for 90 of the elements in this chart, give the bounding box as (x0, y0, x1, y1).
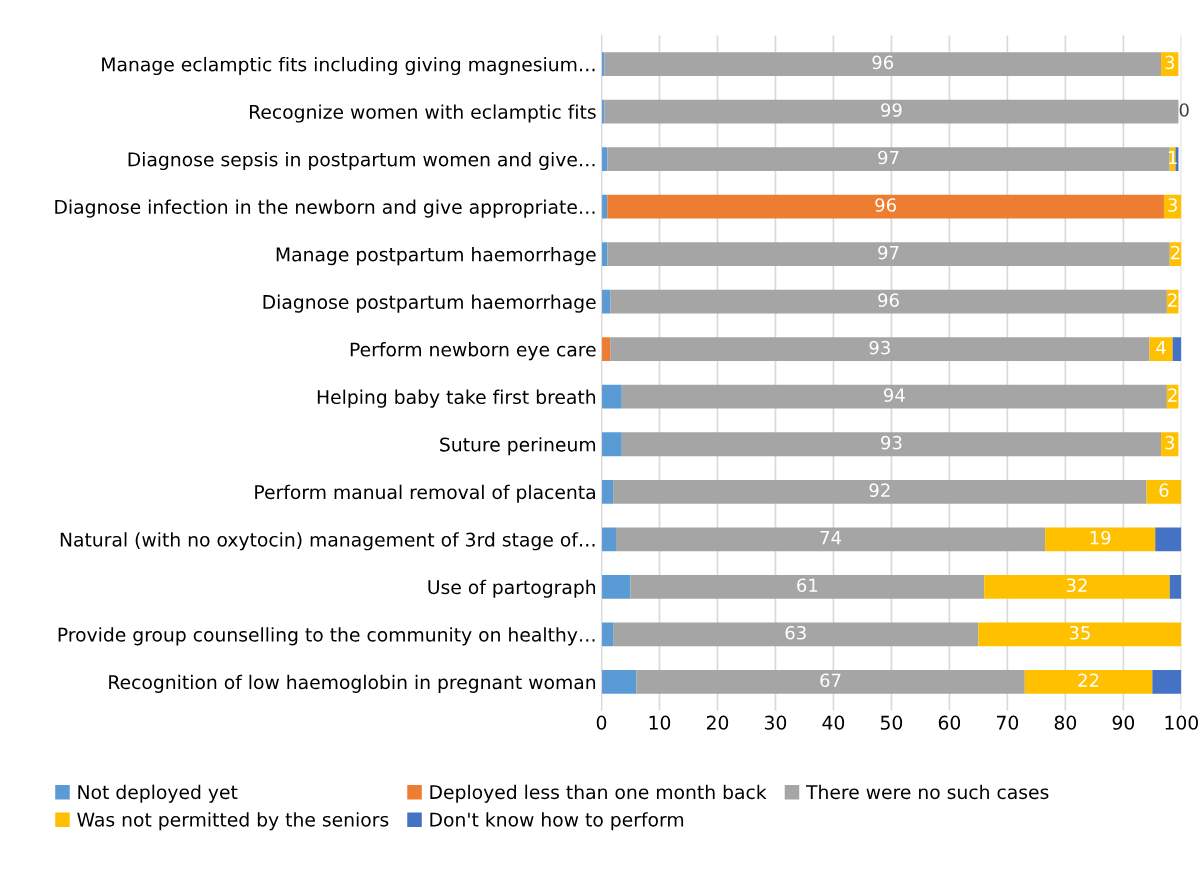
data-label: 92 (869, 483, 890, 498)
bar (1146, 479, 1182, 504)
data-label: 99 (881, 103, 902, 117)
bar (607, 194, 1164, 219)
bar (604, 52, 1162, 76)
y-tick-label: Recognize women with eclamptic fits (249, 104, 596, 123)
data-label: 4 (1156, 341, 1166, 355)
data-label: 19 (1090, 530, 1111, 545)
x-tick-label: 50 (880, 715, 903, 730)
bar (978, 622, 1182, 647)
y-tick-label: Diagnose infection in the newborn and give appropriate… (55, 199, 595, 218)
legend-label: Deployed less than one month back (430, 784, 767, 803)
data-label: 94 (883, 388, 905, 402)
bar (621, 432, 1162, 457)
legend-label: Don't know how to perform (430, 812, 684, 831)
bar (613, 479, 1147, 504)
bar (630, 574, 985, 599)
y-tick-label: Perform manual removal of placenta (255, 484, 595, 503)
x-tick-label: 60 (938, 715, 961, 730)
bar (601, 622, 614, 647)
data-label: 63 (785, 625, 806, 640)
data-label: 93 (869, 340, 890, 355)
y-tick-label: Diagnose postpartum haemorrhage (263, 294, 596, 313)
x-tick-label: 80 (1054, 715, 1077, 730)
bar (1169, 574, 1182, 599)
bar (607, 242, 1170, 267)
data-label: 22 (1078, 673, 1099, 687)
y-tick-label: Recognition of low haemoglobin in pregnant woman (109, 674, 596, 693)
bar (1045, 527, 1156, 552)
bar (984, 574, 1170, 599)
data-label: 6 (1159, 483, 1169, 498)
bar (610, 337, 1150, 362)
y-tick-label: Suture perineum (440, 437, 596, 456)
bar (610, 289, 1167, 314)
data-label: 96 (878, 293, 899, 307)
data-label: 97 (878, 245, 899, 260)
x-tick-label: 100 (1165, 715, 1198, 730)
data-label: 3 (1168, 198, 1177, 212)
bar (601, 432, 622, 457)
bar (601, 527, 616, 552)
x-tick-label: 40 (822, 715, 845, 730)
x-tick-label: 90 (1112, 715, 1135, 730)
data-label: 2 (1171, 245, 1180, 260)
bar (621, 384, 1167, 409)
data-label: 32 (1066, 578, 1087, 593)
y-tick-label: Manage postpartum haemorrhage (276, 247, 596, 266)
bar (601, 479, 614, 504)
data-label: 96 (875, 198, 896, 212)
bar (1155, 527, 1182, 552)
x-tick-label: 0 (596, 715, 607, 730)
y-tick-label: Use of partograph (428, 579, 596, 598)
y-tick-label: Perform newborn eye care (350, 342, 596, 361)
data-label: 93 (881, 435, 902, 450)
x-tick-label: 30 (764, 715, 787, 730)
legend-label: Not deployed yet (78, 784, 238, 803)
data-label: 2 (1168, 293, 1177, 307)
data-label: 97 (878, 150, 899, 165)
data-label: 3 (1165, 435, 1175, 450)
data-label: 3 (1165, 55, 1175, 70)
bar (601, 670, 637, 694)
legend-label: There were no such cases (805, 784, 1049, 800)
bar (1152, 670, 1182, 694)
data-label: 96 (872, 55, 894, 70)
bar (636, 670, 1025, 694)
x-tick-label: 10 (649, 715, 671, 730)
bar (1024, 670, 1153, 694)
data-label: 61 (797, 578, 818, 593)
y-tick-label: Manage eclamptic fits including giving magnesium… (102, 56, 595, 76)
bar (604, 99, 1179, 124)
legend-label: Was not permitted by the seniors (77, 812, 389, 831)
bar (613, 622, 979, 647)
y-tick-label: Natural (with no oxytocin) management of 3rd stage of… (60, 532, 595, 551)
bar (607, 147, 1170, 171)
data-label: 35 (1069, 625, 1090, 640)
x-tick-label: 70 (997, 715, 1019, 730)
bar (601, 384, 622, 409)
y-tick-label: Provide group counselling to the community on healthy… (58, 627, 595, 646)
bar (601, 289, 611, 314)
bar (616, 527, 1046, 552)
bar (601, 574, 631, 599)
data-label: 2 (1168, 388, 1177, 402)
bar (1172, 337, 1182, 362)
bar (601, 337, 611, 362)
y-tick-label: Diagnose sepsis in postpartum women and give… (128, 151, 595, 171)
data-label: 0 (1179, 103, 1189, 117)
x-tick-label: 20 (706, 715, 729, 730)
data-label: 67 (820, 673, 841, 688)
y-tick-label: Helping baby take first breath (317, 389, 596, 408)
data-label: 74 (820, 531, 842, 545)
bar (1149, 337, 1173, 362)
